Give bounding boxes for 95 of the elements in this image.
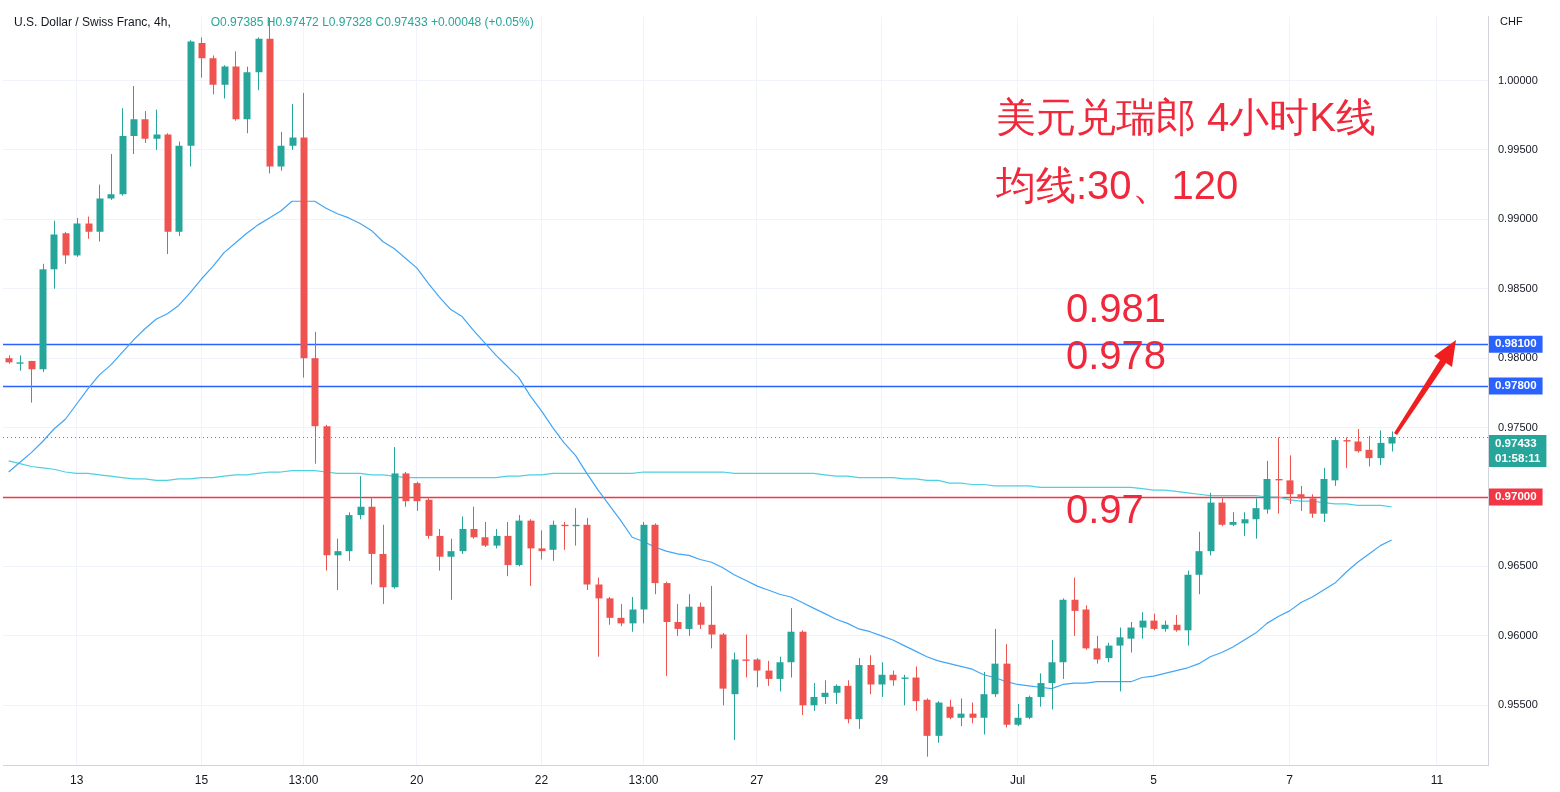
annotation: 美元兑瑞郎 4小时K线 [996,95,1377,140]
candlestick [617,603,625,627]
candlestick [470,506,478,540]
candlestick [459,515,467,555]
candlestick [1025,695,1033,720]
y-tick-label: 0.99000 [1498,212,1538,225]
annotation: 0.981 [1066,286,1167,331]
candlestick [685,593,693,637]
candlestick [753,657,761,688]
candlestick [436,528,444,572]
candlestick [1297,485,1305,512]
x-tick-label: Jul [1009,772,1026,787]
candlestick [742,633,750,679]
candlestick [867,654,875,695]
candlestick [1241,511,1249,537]
candlestick [1105,642,1113,663]
candlestick [1309,493,1317,519]
candlestick [1218,496,1226,527]
candlestick [221,64,229,100]
x-tick-label: 15 [194,772,209,787]
y-tick-label: 0.96000 [1498,628,1538,641]
ref-line-label: 0.97800 [1495,379,1537,392]
x-tick-label: 7 [1286,772,1294,787]
candlestick [1048,639,1056,710]
annotation: 0.978 [1066,333,1167,378]
candlestick [1365,435,1373,467]
y-axis-title: CHF [1500,15,1523,28]
candlestick [810,682,818,712]
candlestick [776,656,784,692]
candlestick [28,360,36,404]
candlestick [1014,703,1022,727]
candlestick [1037,672,1045,708]
y-tick-label: 0.98500 [1498,281,1538,294]
chart-title: U.S. Dollar / Swiss Franc, 4h, [14,15,171,30]
candlestick [765,660,773,687]
candlestick [1195,531,1203,595]
candlestick [447,538,455,601]
candlestick [130,85,138,155]
x-tick-label: 27 [750,772,764,787]
candlestick [289,103,297,151]
candlestick [1354,428,1362,454]
candlestick [85,216,93,240]
candlestick [969,702,977,724]
candlestick [1127,621,1135,654]
candlestick [107,153,115,201]
candlestick [141,110,149,144]
x-tick-label: 5 [1150,772,1158,787]
candlestick [708,585,716,649]
candlestick [153,109,161,151]
candlestick [334,538,342,591]
candlestick [674,603,682,637]
ref-line-label: 0.97433 01:58:11 [1495,436,1541,464]
candlestick [62,231,70,265]
annotation: 均线:30、120 [995,163,1239,208]
y-tick-label: 0.97500 [1498,420,1538,433]
candlestick [1252,497,1260,540]
candlestick [912,665,920,712]
candlestick [277,131,285,172]
candlestick [957,697,965,727]
candlestick [697,602,705,630]
candlestick [1116,627,1124,692]
x-tick-label: 20 [410,772,424,787]
candlestick [538,529,546,560]
x-tick-label: 29 [874,772,889,787]
candlestick [595,577,603,658]
candlestick [833,683,841,705]
x-tick-label: 13:00 [288,772,319,787]
ref-line-label: 0.98100 [1495,337,1537,350]
candlestick [413,481,421,512]
y-tick-label: 0.99500 [1498,142,1538,155]
candlestick [1093,635,1101,665]
candlestick [1286,454,1294,505]
x-tick-label: 13:00 [628,772,659,787]
annotation: 0.97 [1066,487,1144,532]
candlestick [16,354,24,372]
candlestick [1071,577,1079,637]
ref-line-label: 0.97000 [1495,490,1537,503]
candlestick [946,699,954,720]
candlestick [629,596,637,633]
y-tick-label: 0.96500 [1498,559,1538,572]
candlestick [1139,611,1147,640]
candlestick [821,679,829,705]
candlestick [357,475,365,520]
candlestick [980,671,988,735]
y-tick-label: 0.95500 [1498,698,1538,711]
candlestick [493,528,501,549]
x-tick-label: 22 [534,772,549,787]
candlestick [878,661,886,698]
candlestick [606,596,614,626]
x-tick-label: 11 [1430,772,1444,787]
candlestick [481,521,489,548]
y-tick-label: 0.98000 [1498,351,1538,364]
candlestick [198,36,206,79]
y-tick-label: 1.00000 [1498,73,1538,86]
x-tick-label: 13 [70,772,84,787]
